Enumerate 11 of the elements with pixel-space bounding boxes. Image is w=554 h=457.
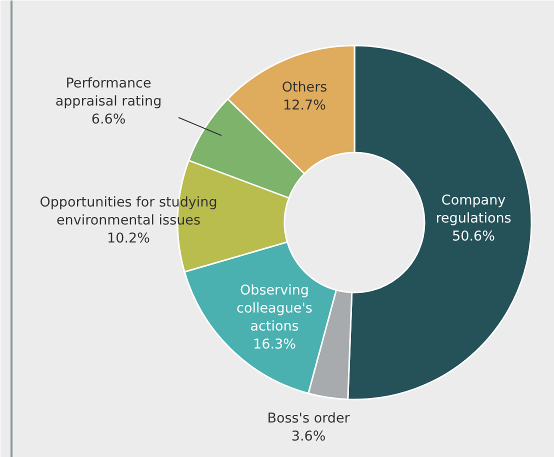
slice-label: Performance appraisal rating xyxy=(55,76,162,110)
data-label: 50.6% xyxy=(452,228,496,244)
slice-label: Others xyxy=(282,80,328,96)
slice-label: Observing colleague's actions xyxy=(236,282,312,334)
data-label: 3.6% xyxy=(291,428,326,444)
data-label: 10.2% xyxy=(107,230,150,246)
slice-label: Boss's order xyxy=(267,410,350,426)
slice-label: Company regulations xyxy=(436,192,512,226)
data-label: 6.6% xyxy=(91,112,126,128)
data-label: 12.7% xyxy=(283,98,326,114)
data-label: 16.3% xyxy=(253,336,296,352)
